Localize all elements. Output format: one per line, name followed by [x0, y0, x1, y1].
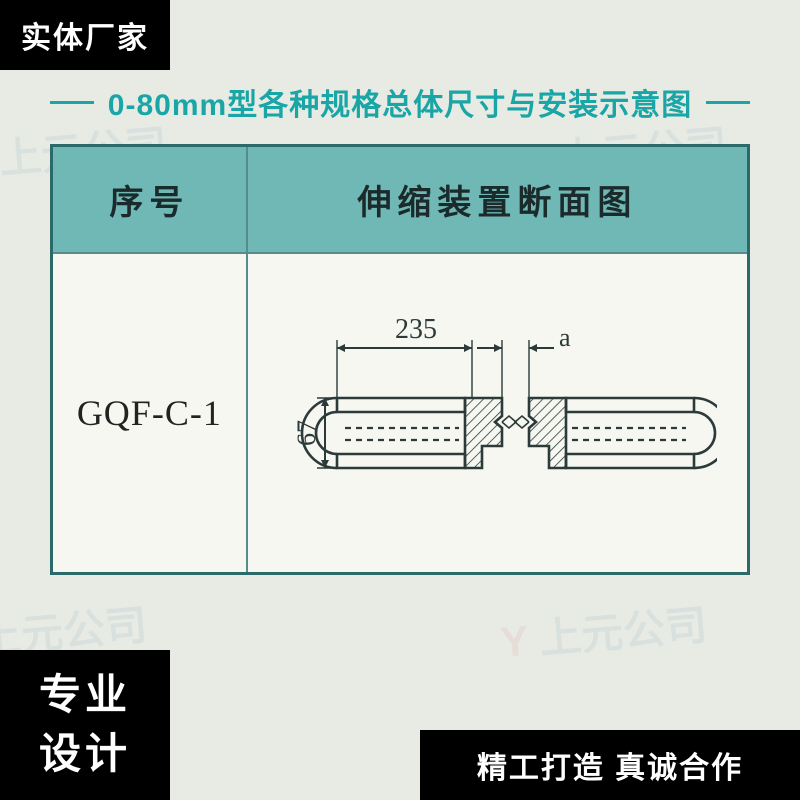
left-profile	[302, 398, 502, 468]
dim-235: 235	[337, 314, 472, 398]
badge-top-left: 实体厂家	[0, 0, 170, 70]
spec-table: 序号 伸缩装置断面图 GQF-C-1	[50, 144, 750, 575]
badge-bl-line1: 专业	[39, 666, 131, 725]
badge-bottom-right: 精工打造 真诚合作	[420, 730, 800, 800]
diagram-svg: 235 a	[277, 298, 717, 528]
cell-diagram: 235 a	[247, 253, 749, 573]
table-header-row: 序号 伸缩装置断面图	[52, 146, 749, 254]
dim-235-label: 235	[395, 314, 437, 345]
cell-model: GQF-C-1	[52, 253, 247, 573]
right-profile	[529, 398, 717, 468]
model-label: GQF-C-1	[77, 393, 222, 433]
badge-top-left-text: 实体厂家	[21, 13, 149, 57]
col-header-diagram: 伸缩装置断面图	[247, 146, 749, 254]
badge-br-text: 精工打造 真诚合作	[477, 743, 743, 787]
badge-bl-line2: 设计	[39, 725, 131, 784]
watermark: Y 上元公司	[498, 591, 709, 670]
title-bar: 0-80mm型各种规格总体尺寸与安装示意图	[50, 80, 750, 124]
gap-seal	[502, 416, 529, 428]
title-rule-left	[50, 101, 94, 104]
title-rule-right	[706, 101, 750, 104]
document-page: 0-80mm型各种规格总体尺寸与安装示意图 序号 伸缩装置断面图 GQF-C-1	[0, 20, 800, 575]
badge-bottom-left: 专业 设计	[0, 650, 170, 800]
page-title: 0-80mm型各种规格总体尺寸与安装示意图	[108, 80, 692, 124]
dim-a-label: a	[559, 323, 571, 352]
col-header-index: 序号	[52, 146, 247, 254]
dim-67: 67	[292, 398, 347, 468]
table-row: GQF-C-1	[52, 253, 749, 573]
dim-a: a	[477, 323, 571, 398]
cross-section-diagram: 235 a	[258, 298, 737, 528]
